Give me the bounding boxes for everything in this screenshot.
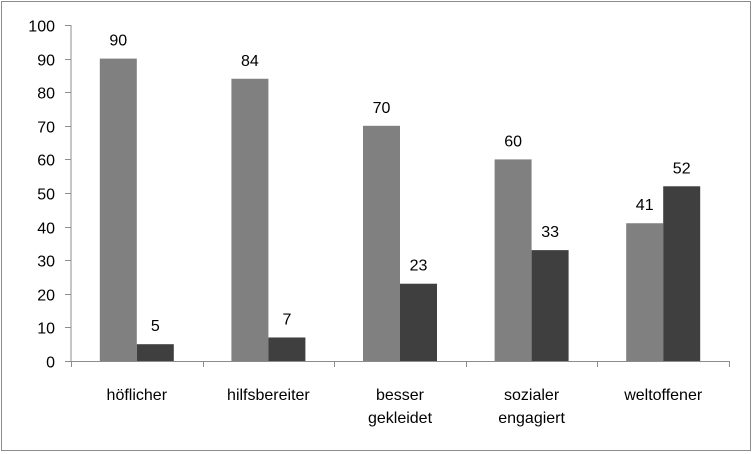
data-label: 70 <box>373 100 391 117</box>
x-tick-label: gekleidet <box>368 410 433 427</box>
data-label: 90 <box>109 33 127 50</box>
bar <box>400 283 437 361</box>
data-label: 52 <box>673 160 691 177</box>
x-tick-label: höflicher <box>107 387 168 404</box>
y-tick-label: 40 <box>37 221 55 238</box>
x-tick-label: sozialer <box>504 387 560 404</box>
bar <box>494 159 532 361</box>
bar <box>231 78 269 361</box>
bar <box>268 337 306 361</box>
y-tick-label: 0 <box>46 355 55 372</box>
y-tick-label: 80 <box>37 86 55 103</box>
x-tick-label: weltoffener <box>623 387 703 404</box>
y-tick-label: 100 <box>28 19 55 36</box>
bars <box>99 58 701 361</box>
bar <box>136 344 174 361</box>
data-label: 23 <box>410 258 428 275</box>
data-label: 33 <box>541 224 559 241</box>
y-tick-label: 50 <box>37 187 55 204</box>
y-axis: 0 10 20 30 40 50 60 70 80 90 100 <box>28 19 72 372</box>
data-labels: 90 5 84 7 70 23 60 33 41 52 <box>109 33 690 336</box>
data-label: 84 <box>241 53 259 70</box>
bar <box>363 125 400 361</box>
y-tick-label: 70 <box>37 120 55 137</box>
y-tick-label: 20 <box>37 288 55 305</box>
data-label: 7 <box>282 311 291 328</box>
bar <box>626 223 664 361</box>
bar <box>99 58 137 361</box>
x-tick-label: besser <box>376 387 425 404</box>
y-tick-label: 60 <box>37 153 55 170</box>
y-tick-label: 90 <box>37 53 55 70</box>
data-label: 41 <box>636 197 654 214</box>
x-tick-label: engagiert <box>498 410 565 427</box>
data-label: 5 <box>151 318 160 335</box>
y-tick-label: 10 <box>37 321 55 338</box>
data-label: 60 <box>504 133 522 150</box>
x-tick-label: hilfsbereiter <box>227 387 310 404</box>
y-tick-label: 30 <box>37 254 55 271</box>
bar <box>531 250 569 361</box>
bar <box>663 186 701 361</box>
x-axis: höflicher hilfsbereiter besser gekleidet soz… <box>71 361 730 427</box>
